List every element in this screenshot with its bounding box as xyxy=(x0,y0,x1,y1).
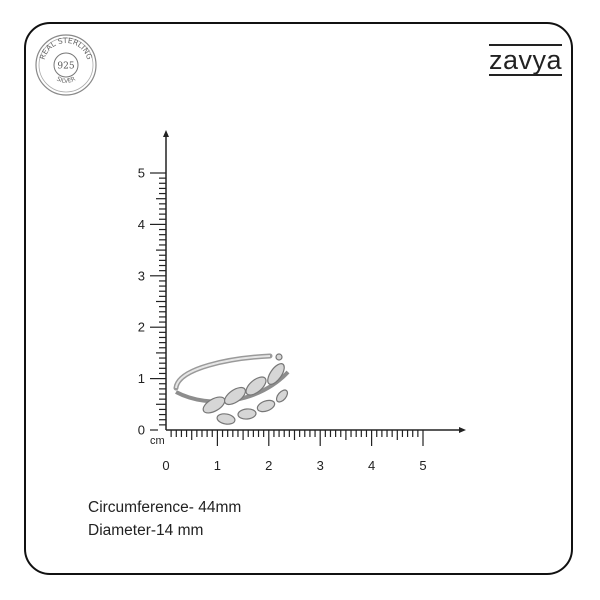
svg-text:925: 925 xyxy=(57,62,74,72)
y-tick-label: 4 xyxy=(138,217,145,232)
y-axis-arrow xyxy=(163,130,169,137)
x-tick-label: 1 xyxy=(214,458,221,473)
diameter-text: Diameter-14 mm xyxy=(88,522,204,539)
sterling-silver-seal: REAL STERLING 925 SILVER xyxy=(35,34,97,96)
x-tick-label: 2 xyxy=(265,458,272,473)
image-frame xyxy=(24,22,573,575)
y-tick-label: 3 xyxy=(138,268,145,283)
x-axis-arrow xyxy=(459,427,466,433)
circumference-text: Circumference- 44mm xyxy=(88,499,242,516)
y-tick-label: 1 xyxy=(138,371,145,386)
y-tick-label: 2 xyxy=(138,320,145,335)
y-tick-label: 5 xyxy=(138,166,145,181)
ring-product-image xyxy=(173,353,290,425)
x-tick-label: 4 xyxy=(368,458,375,473)
unit-label: cm xyxy=(150,435,165,447)
y-tick-label: 0 xyxy=(138,423,145,438)
svg-text:SILVER: SILVER xyxy=(55,76,76,85)
zavya-logo: zavya xyxy=(488,44,562,76)
x-tick-label: 5 xyxy=(419,458,426,473)
x-tick-label: 3 xyxy=(317,458,324,473)
x-tick-label: 0 xyxy=(162,458,169,473)
product-dimensions: Circumference- 44mm Diameter-14 mm xyxy=(88,496,241,542)
